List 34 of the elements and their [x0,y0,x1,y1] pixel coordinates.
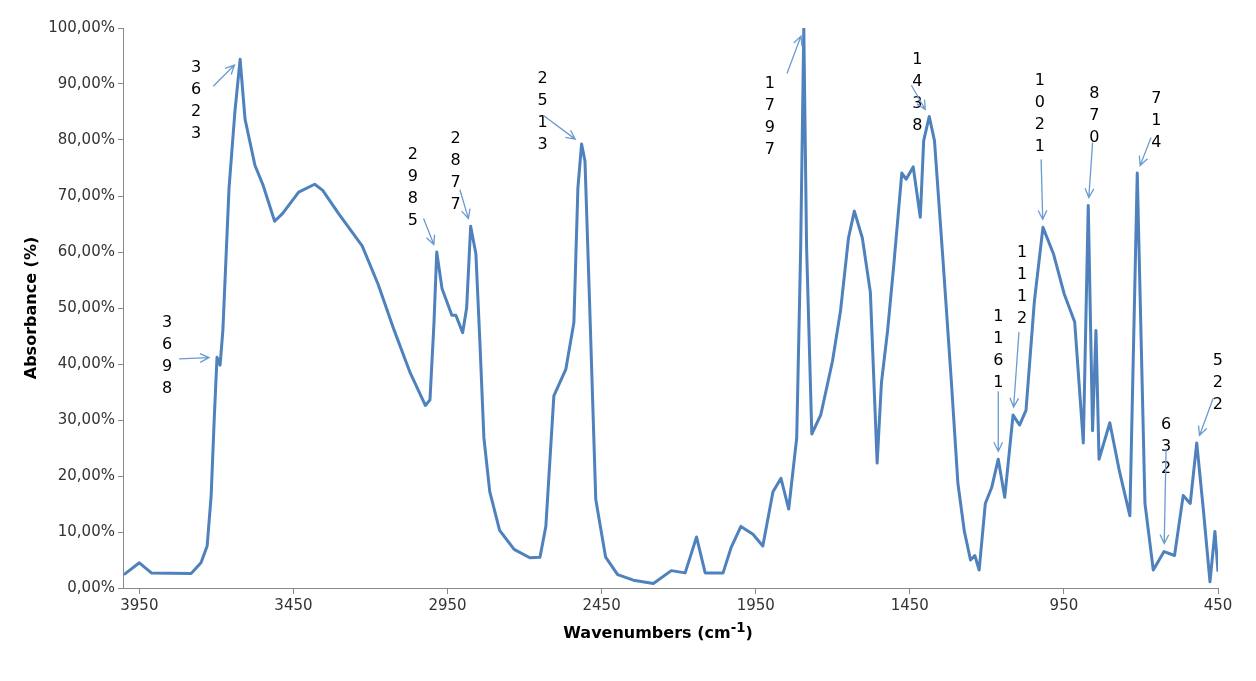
y-tick-label: 0,00% [67,577,115,596]
x-tick-label: 950 [1049,595,1079,614]
annotation: 1797 [764,72,775,158]
y-tick-label: 100,00% [48,17,115,36]
y-tick-label: 60,00% [57,241,115,260]
y-axis-title: Absorbance (%) [20,236,40,380]
x-tick-label: 3950 [120,595,159,614]
y-tick-label: 20,00% [57,465,115,484]
annotation: 714 [1151,88,1162,152]
x-axis-title: Wavenumbers (cm$^{-1}$) [562,620,754,643]
annotation: 2513 [537,68,548,154]
y-tick-label: 50,00% [57,297,115,316]
x-tick-label: 450 [1203,595,1233,614]
y-tick-label: 70,00% [57,185,115,204]
y-tick-label: 40,00% [57,353,115,372]
x-tick-label: 2450 [582,595,621,614]
annotation: 1021 [1034,69,1046,155]
x-tick-label: 1450 [890,595,929,614]
annotation: 3623 [191,56,202,142]
annotation: 2877 [450,128,461,214]
y-tick-label: 90,00% [57,73,115,92]
annotation: 3698 [161,312,173,398]
annotation: 2985 [407,144,418,230]
y-tick-label: 30,00% [57,409,115,428]
annotation: 870 [1089,82,1100,146]
annotation: 1161 [993,306,1004,392]
y-tick-label: 10,00% [57,521,115,540]
annotation: 1112 [1016,242,1028,328]
annotation: 632 [1160,413,1172,477]
annotation: 522 [1212,350,1223,414]
y-tick-label: 80,00% [57,129,115,148]
x-tick-label: 3450 [274,595,313,614]
x-tick-label: 2950 [428,595,467,614]
x-tick-label: 1950 [736,595,775,614]
